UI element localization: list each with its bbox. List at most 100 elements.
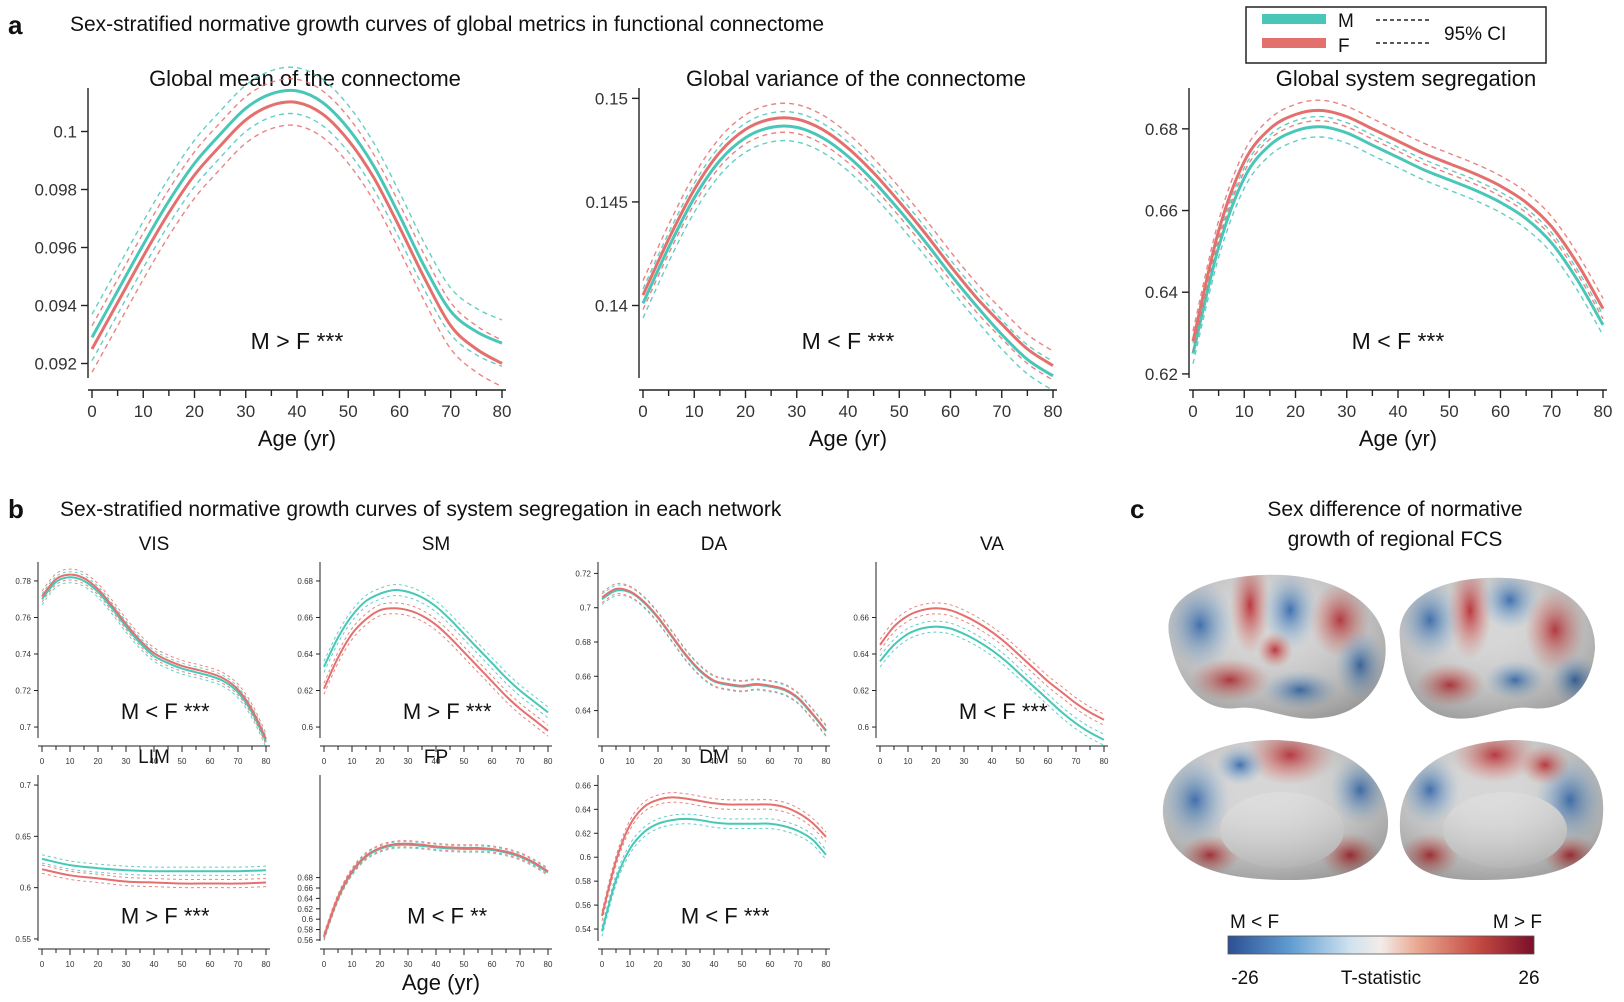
ci-upper-M bbox=[601, 584, 827, 727]
x-tick-label: 30 bbox=[960, 757, 969, 766]
series-line-F bbox=[323, 842, 549, 937]
y-tick-label: 0.54 bbox=[575, 925, 591, 934]
ci-lower-F bbox=[1192, 119, 1604, 352]
series-line-M bbox=[1191, 125, 1605, 354]
y-tick-label: 0.66 bbox=[853, 613, 869, 622]
x-tick-label: 50 bbox=[178, 757, 187, 766]
x-tick-label: 0 bbox=[638, 402, 647, 421]
x-tick-label: 20 bbox=[932, 757, 941, 766]
series-line-M bbox=[879, 625, 1105, 741]
chart-title: DM bbox=[699, 747, 729, 768]
y-tick-label: 0.66 bbox=[1145, 202, 1178, 221]
brain-lateral-right bbox=[1399, 577, 1595, 719]
panel-c-title-line1: Sex difference of normative bbox=[1267, 498, 1522, 521]
ci-upper-F bbox=[1192, 99, 1604, 332]
x-axis-label: Age (yr) bbox=[258, 426, 336, 451]
ci-upper-F bbox=[91, 78, 503, 341]
x-tick-label: 70 bbox=[516, 757, 525, 766]
chart-vis: VIS 0.7 0.72 0.74 0.76 0.78 0 10 20 30 40 50 60 70 80 M… bbox=[15, 534, 271, 766]
ci-lower-M bbox=[879, 631, 1105, 746]
x-tick-label: 70 bbox=[234, 960, 243, 969]
y-tick-label: 0.62 bbox=[1145, 365, 1178, 384]
y-tick-label: 0.58 bbox=[575, 877, 591, 886]
x-tick-label: 30 bbox=[404, 960, 413, 969]
x-tick-label: 0 bbox=[322, 757, 327, 766]
x-tick-label: 40 bbox=[1389, 402, 1408, 421]
y-tick-label: 0.7 bbox=[20, 781, 32, 790]
x-tick-label: 20 bbox=[1286, 402, 1305, 421]
y-tick-label: 0.68 bbox=[575, 638, 591, 647]
y-tick-label: 0.68 bbox=[297, 577, 313, 586]
legend-male-label: M bbox=[1338, 11, 1354, 32]
significance-annotation: M < F *** bbox=[681, 903, 770, 928]
colorbar: M < F M > F -26 T-statistic 26 bbox=[1227, 912, 1542, 989]
y-tick-label: 0.66 bbox=[297, 884, 313, 893]
x-tick-label: 70 bbox=[992, 402, 1011, 421]
chart-da: DA 0.64 0.66 0.68 0.7 0.72 0 10 20 30 40 50 60 70 80 bbox=[575, 534, 831, 766]
x-tick-label: 70 bbox=[794, 757, 803, 766]
x-tick-label: 40 bbox=[710, 757, 719, 766]
brain-lateral-left bbox=[1168, 574, 1386, 719]
x-tick-label: 10 bbox=[66, 960, 75, 969]
ci-lower-F bbox=[642, 131, 1054, 381]
chart-lim: LIM 0.55 0.6 0.65 0.7 0 10 20 30 40 50 60 70 80 M > F … bbox=[15, 747, 271, 969]
x-tick-label: 10 bbox=[134, 402, 153, 421]
x-tick-label: 40 bbox=[432, 960, 441, 969]
colorbar-min-label: -26 bbox=[1231, 968, 1258, 989]
y-tick-label: 0.66 bbox=[575, 672, 591, 681]
y-tick-label: 0.56 bbox=[297, 936, 313, 945]
x-tick-label: 10 bbox=[626, 757, 635, 766]
chart-title: DA bbox=[701, 534, 728, 555]
series-line-F bbox=[601, 587, 827, 731]
series-line-M bbox=[601, 589, 827, 732]
y-tick-label: 0.64 bbox=[575, 805, 591, 814]
x-tick-label: 50 bbox=[890, 402, 909, 421]
ci-upper-F bbox=[879, 602, 1105, 715]
series-line-F bbox=[601, 796, 827, 917]
y-tick-label: 0.66 bbox=[297, 613, 313, 622]
legend-female-swatch bbox=[1262, 38, 1326, 48]
series-line-F bbox=[41, 868, 267, 885]
legend-female-label: F bbox=[1338, 36, 1350, 57]
y-tick-label: 0.68 bbox=[297, 874, 313, 883]
x-tick-label: 50 bbox=[738, 960, 747, 969]
x-tick-label: 30 bbox=[236, 402, 255, 421]
y-tick-label: 0.7 bbox=[580, 604, 592, 613]
ci-lower-F bbox=[879, 613, 1105, 726]
x-tick-label: 30 bbox=[787, 402, 806, 421]
ci-upper-M bbox=[1192, 115, 1604, 344]
ci-upper-M bbox=[41, 854, 267, 868]
panel-c-label: c bbox=[1130, 494, 1144, 524]
significance-annotation: M < F *** bbox=[802, 328, 895, 354]
series-line-F bbox=[323, 607, 549, 732]
x-tick-label: 0 bbox=[600, 757, 605, 766]
ci-lower-M bbox=[601, 823, 827, 937]
x-tick-label: 0 bbox=[87, 402, 96, 421]
y-tick-label: 0.68 bbox=[1145, 120, 1178, 139]
x-tick-label: 30 bbox=[682, 757, 691, 766]
x-tick-label: 40 bbox=[432, 757, 441, 766]
series-line-F bbox=[641, 116, 1054, 367]
significance-annotation: M > F *** bbox=[403, 699, 492, 724]
significance-annotation: M < F *** bbox=[121, 699, 210, 724]
ci-lower-F bbox=[323, 846, 549, 940]
x-tick-label: 60 bbox=[1491, 402, 1510, 421]
y-tick-label: 0.098 bbox=[34, 181, 77, 200]
y-tick-label: 0.64 bbox=[853, 650, 869, 659]
ci-upper-M bbox=[601, 813, 827, 927]
ci-lower-M bbox=[323, 595, 549, 719]
x-tick-label: 30 bbox=[1337, 402, 1356, 421]
y-tick-label: 0.15 bbox=[595, 89, 628, 108]
ci-lower-M bbox=[323, 847, 549, 941]
ci-upper-M bbox=[91, 66, 503, 321]
ci-lower-F bbox=[601, 593, 827, 736]
ci-upper-F bbox=[41, 864, 267, 880]
chart-title: SM bbox=[422, 534, 451, 555]
x-tick-label: 20 bbox=[376, 757, 385, 766]
series-line-M bbox=[41, 857, 267, 873]
significance-annotation: M > F *** bbox=[121, 903, 210, 928]
panel-a-label: a bbox=[8, 10, 23, 40]
x-tick-label: 40 bbox=[150, 757, 159, 766]
y-tick-label: 0.62 bbox=[853, 687, 869, 696]
y-tick-label: 0.62 bbox=[297, 905, 313, 914]
